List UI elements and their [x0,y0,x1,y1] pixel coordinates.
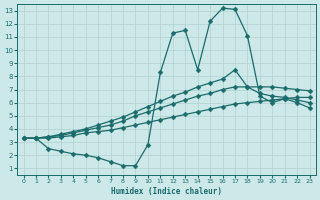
X-axis label: Humidex (Indice chaleur): Humidex (Indice chaleur) [111,187,222,196]
